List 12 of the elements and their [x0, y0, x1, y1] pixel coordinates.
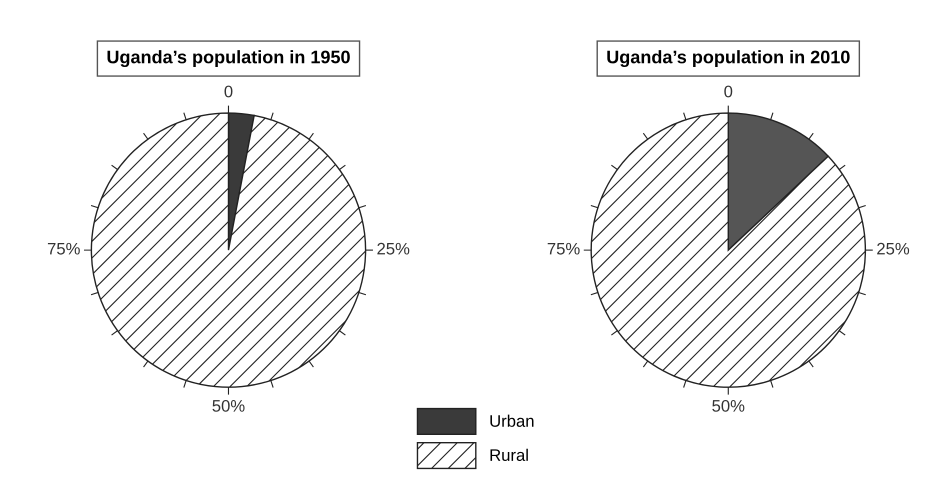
text: 25% [877, 242, 910, 255]
chart-title: Uganda’s population in 1950 [108, 50, 350, 68]
text: 50% [212, 400, 245, 412]
text: 0 [224, 86, 232, 98]
legend-label: Urban [490, 414, 534, 427]
text: 75% [48, 242, 80, 255]
text: 0 [724, 86, 732, 98]
text: 25% [377, 242, 410, 255]
chart-title: Uganda’s population in 2010 [607, 50, 850, 68]
text: 75% [548, 242, 580, 255]
text: 50% [712, 400, 744, 412]
legend-label: Rural [490, 448, 528, 461]
